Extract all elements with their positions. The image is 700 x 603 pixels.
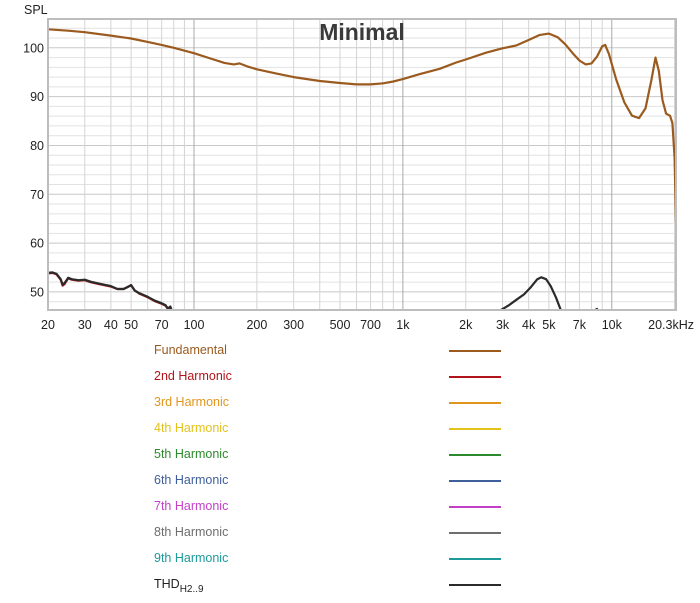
- legend-item-7th-harmonic[interactable]: 7th Harmonic: [154, 496, 514, 522]
- y-tick-label: 100: [23, 41, 44, 55]
- x-tick-label: 20: [41, 318, 55, 332]
- x-tick-label: 1k: [396, 318, 410, 332]
- legend-line-swatch: [449, 402, 501, 404]
- chart-legend: Fundamental 2nd Harmonic 3rd Harmonic 4t…: [154, 340, 514, 600]
- y-tick-label: 50: [30, 285, 44, 299]
- legend-line-swatch: [449, 376, 501, 378]
- legend-item-9th-harmonic[interactable]: 9th Harmonic: [154, 548, 514, 574]
- legend-item-6th-harmonic[interactable]: 6th Harmonic: [154, 470, 514, 496]
- legend-label: 9th Harmonic: [154, 551, 229, 565]
- x-tick-label: 50: [124, 318, 138, 332]
- legend-line-swatch: [449, 350, 501, 352]
- y-tick-label: 70: [30, 188, 44, 202]
- x-tick-label: 2k: [459, 318, 473, 332]
- x-tick-label: 100: [184, 318, 205, 332]
- x-tick-label: 30: [78, 318, 92, 332]
- legend-label: 6th Harmonic: [154, 473, 229, 487]
- y-tick-label: 90: [30, 90, 44, 104]
- x-tick-label: 700: [360, 318, 381, 332]
- legend-item-8th-harmonic[interactable]: 8th Harmonic: [154, 522, 514, 548]
- legend-line-swatch: [449, 480, 501, 482]
- legend-label-main: THD: [154, 577, 180, 591]
- legend-label-subscript: H2..9: [179, 584, 204, 595]
- legend-line-swatch: [449, 558, 501, 560]
- legend-label: THDH2..9: [154, 577, 204, 595]
- x-tick-label: 500: [330, 318, 351, 332]
- legend-label: 8th Harmonic: [154, 525, 229, 539]
- legend-label: 3rd Harmonic: [154, 395, 230, 409]
- x-tick-label: 20.3kHz: [648, 318, 694, 332]
- legend-line-swatch: [449, 454, 501, 456]
- series-line-fundamental: [48, 28, 676, 224]
- legend-label: 7th Harmonic: [154, 499, 229, 513]
- plot-frame: [47, 18, 677, 311]
- x-axis-ticks: 20 30 40 50 70 100 200 300 500 700 1k 2k 3k 4k 5k 7k 10k…: [41, 318, 694, 332]
- legend-label: 4th Harmonic: [154, 421, 229, 435]
- legend-label: 2nd Harmonic: [154, 369, 232, 383]
- x-tick-label: 70: [155, 318, 169, 332]
- x-tick-label: 300: [283, 318, 304, 332]
- series-line-thd: [48, 271, 173, 310]
- legend-item-2nd-harmonic[interactable]: 2nd Harmonic: [154, 366, 514, 392]
- legend-label: Fundamental: [154, 343, 227, 357]
- legend-label: 5th Harmonic: [154, 447, 229, 461]
- x-tick-label: 4k: [522, 318, 536, 332]
- chart-grid: [48, 19, 676, 310]
- legend-item-4th-harmonic[interactable]: 4th Harmonic: [154, 418, 514, 444]
- y-tick-label: 60: [30, 237, 44, 251]
- y-axis-label: SPL: [24, 3, 48, 17]
- legend-line-swatch: [449, 532, 501, 534]
- x-tick-label: 10k: [602, 318, 623, 332]
- chart-title: Minimal: [319, 19, 405, 45]
- series-line-thd: [499, 276, 562, 310]
- legend-item-3rd-harmonic[interactable]: 3rd Harmonic: [154, 392, 514, 418]
- legend-line-swatch: [449, 428, 501, 430]
- x-tick-label: 3k: [496, 318, 510, 332]
- y-tick-label: 80: [30, 139, 44, 153]
- legend-line-swatch: [449, 506, 501, 508]
- x-tick-label: 200: [246, 318, 267, 332]
- legend-item-thd[interactable]: THDH2..9: [154, 574, 514, 600]
- legend-line-swatch: [449, 584, 501, 586]
- x-tick-label: 7k: [573, 318, 587, 332]
- x-tick-label: 5k: [542, 318, 556, 332]
- x-tick-label: 40: [104, 318, 118, 332]
- legend-item-5th-harmonic[interactable]: 5th Harmonic: [154, 444, 514, 470]
- y-axis-ticks: 50 60 70 80 90 100: [23, 41, 44, 299]
- chart-series: [48, 28, 676, 310]
- legend-item-fundamental[interactable]: Fundamental: [154, 340, 514, 366]
